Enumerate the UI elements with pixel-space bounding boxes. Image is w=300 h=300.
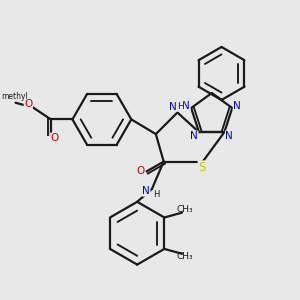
Text: methyl: methyl — [1, 92, 28, 101]
Text: O: O — [24, 99, 32, 109]
Text: N: N — [182, 101, 190, 111]
Text: N: N — [233, 101, 241, 111]
Text: CH₃: CH₃ — [177, 252, 193, 261]
Text: N: N — [142, 186, 150, 196]
Text: H: H — [153, 190, 159, 200]
Text: O: O — [137, 167, 145, 176]
Text: CH₃: CH₃ — [177, 205, 193, 214]
Text: S: S — [198, 161, 206, 174]
Text: N: N — [169, 102, 176, 112]
Text: H: H — [177, 102, 184, 111]
Text: O: O — [51, 133, 59, 143]
Text: N: N — [225, 131, 233, 141]
Text: N: N — [190, 131, 198, 141]
